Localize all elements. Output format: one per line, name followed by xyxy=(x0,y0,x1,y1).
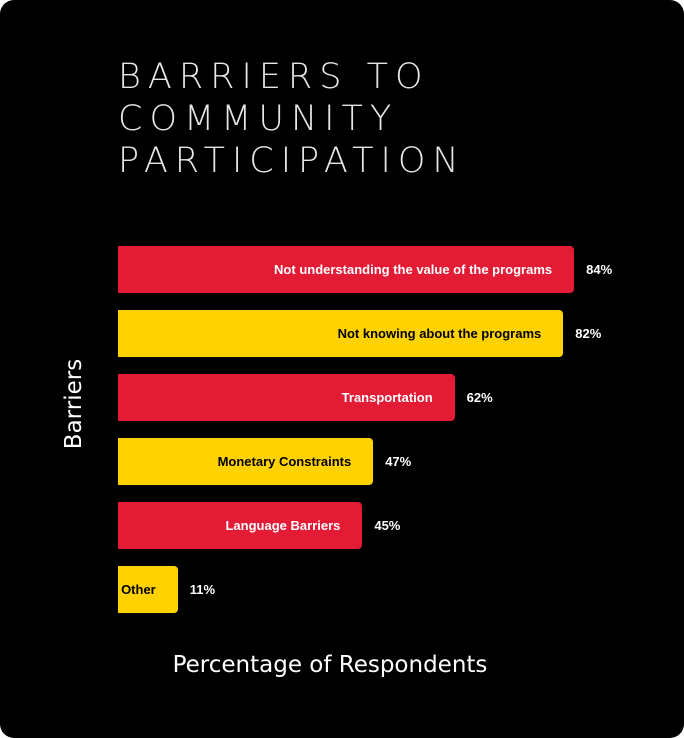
bar xyxy=(118,502,363,549)
bar xyxy=(118,310,564,357)
chart-title-line: PARTICIPATION xyxy=(118,141,466,181)
bar xyxy=(118,566,178,613)
bar xyxy=(118,374,455,421)
bar-category-label: Transportation xyxy=(341,389,433,405)
bar-value-label: 62% xyxy=(466,389,493,405)
chart-title: BARRIERS TO COMMUNITY PARTICIPATION xyxy=(118,56,638,182)
bar-value-label: 82% xyxy=(575,325,602,341)
bar-value-label: 11% xyxy=(189,581,216,597)
bar-category-label: Monetary Constraints xyxy=(217,453,352,469)
bar-category-label: Not knowing about the programs xyxy=(337,325,542,341)
bar-category-label: Not understanding the value of the progr… xyxy=(274,261,553,277)
chart-title-line: COMMUNITY xyxy=(118,99,399,139)
chart-title-line: BARRIERS TO xyxy=(118,57,430,97)
bar-value-label: 84% xyxy=(586,261,613,277)
bar-value-label: 47% xyxy=(385,453,412,469)
bar xyxy=(118,246,575,293)
bar xyxy=(118,438,374,485)
x-axis-label: Percentage of Respondents xyxy=(172,652,488,678)
bar-category-label: Other xyxy=(121,581,156,597)
bar-category-label: Language Barriers xyxy=(225,517,341,533)
bar-value-label: 45% xyxy=(374,517,401,533)
